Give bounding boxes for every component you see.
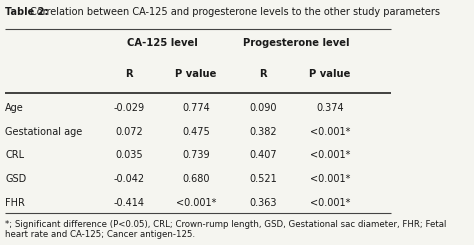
Text: FHR: FHR <box>5 198 25 208</box>
Text: *; Significant difference (P<0.05), CRL; Crown-rump length, GSD, Gestational sac: *; Significant difference (P<0.05), CRL;… <box>5 220 447 239</box>
Text: -0.042: -0.042 <box>114 174 145 184</box>
Text: 0.382: 0.382 <box>249 127 277 136</box>
Text: Gestational age: Gestational age <box>5 127 82 136</box>
Text: 0.680: 0.680 <box>182 174 210 184</box>
Text: CA-125 level: CA-125 level <box>128 38 198 48</box>
Text: Table 2:: Table 2: <box>5 7 52 17</box>
Text: -0.029: -0.029 <box>114 103 145 113</box>
Text: <0.001*: <0.001* <box>310 174 350 184</box>
Text: P value: P value <box>310 69 351 79</box>
Text: 0.739: 0.739 <box>182 150 210 160</box>
Text: <0.001*: <0.001* <box>310 127 350 136</box>
Text: 0.521: 0.521 <box>249 174 277 184</box>
Text: R: R <box>259 69 267 79</box>
Text: 0.090: 0.090 <box>249 103 277 113</box>
Text: Correlation between CA-125 and progesterone levels to the other study parameters: Correlation between CA-125 and progester… <box>30 7 440 17</box>
Text: <0.001*: <0.001* <box>310 150 350 160</box>
Text: 0.035: 0.035 <box>116 150 143 160</box>
Text: 0.475: 0.475 <box>182 127 210 136</box>
Text: 0.363: 0.363 <box>249 198 277 208</box>
Text: 0.774: 0.774 <box>182 103 210 113</box>
Text: 0.407: 0.407 <box>249 150 277 160</box>
Text: <0.001*: <0.001* <box>310 198 350 208</box>
Text: CRL: CRL <box>5 150 25 160</box>
Text: Age: Age <box>5 103 24 113</box>
Text: 0.072: 0.072 <box>115 127 143 136</box>
Text: <0.001*: <0.001* <box>176 198 216 208</box>
Text: -0.414: -0.414 <box>114 198 145 208</box>
Text: Progesterone level: Progesterone level <box>243 38 350 48</box>
Text: P value: P value <box>175 69 217 79</box>
Text: 0.374: 0.374 <box>316 103 344 113</box>
Text: R: R <box>126 69 133 79</box>
Text: GSD: GSD <box>5 174 27 184</box>
